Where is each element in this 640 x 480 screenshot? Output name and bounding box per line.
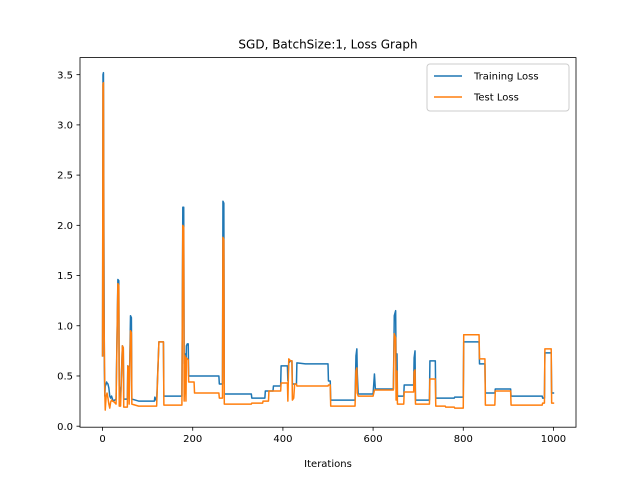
x-tick-label: 200 <box>183 434 202 445</box>
y-tick-label: 2.5 <box>57 171 73 182</box>
x-axis: 0 200 400 600 800 1000 <box>99 427 566 445</box>
x-tick-label: 0 <box>99 434 105 445</box>
y-tick-label: 2.0 <box>57 221 73 232</box>
y-tick-label: 3.0 <box>57 120 73 131</box>
series-lines <box>101 71 555 411</box>
y-tick-label: 0.0 <box>57 422 73 433</box>
legend-box <box>426 63 570 112</box>
x-tick-label: 400 <box>273 434 292 445</box>
legend-label: Test Loss <box>473 93 519 104</box>
x-tick-label: 800 <box>454 434 473 445</box>
y-tick-label: 0.5 <box>57 372 73 383</box>
plot-area <box>101 71 555 411</box>
series-line-test-loss <box>101 81 555 411</box>
x-tick-label: 600 <box>364 434 383 445</box>
legend: Training Loss Test Loss <box>426 63 570 112</box>
y-tick-label: 1.5 <box>57 271 73 282</box>
legend-label: Training Loss <box>473 72 539 83</box>
x-tick-label: 1000 <box>541 434 566 445</box>
chart-title: SGD, BatchSize:1, Loss Graph <box>238 38 417 52</box>
plot-frame <box>79 57 577 428</box>
x-axis-label: Iterations <box>304 459 352 470</box>
y-tick-label: 1.0 <box>57 321 73 332</box>
y-tick-label: 3.5 <box>57 70 73 81</box>
y-axis: 0.0 0.5 1.0 1.5 2.0 2.5 3.0 3.5 <box>57 70 80 433</box>
